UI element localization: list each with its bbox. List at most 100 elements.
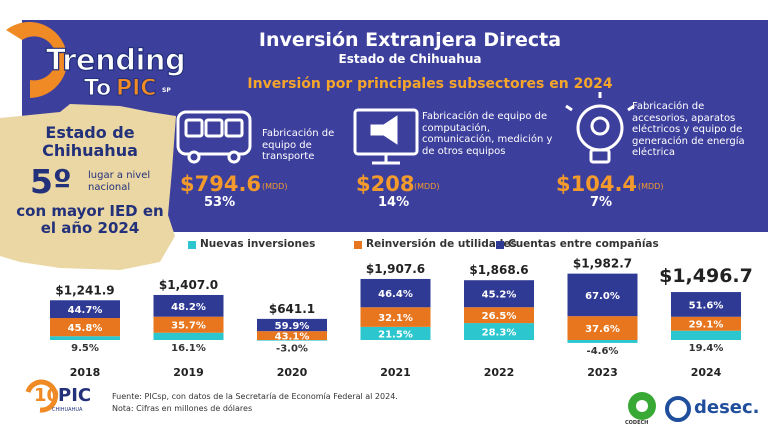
section-title: Inversión por principales subsectores en… xyxy=(247,76,613,92)
logo-pic: PIC xyxy=(115,75,157,101)
subsector-name: Fabricación de equipo de computación, co… xyxy=(422,111,553,157)
x-tick-label: 2021 xyxy=(380,366,411,379)
subsector-unit: (MDD) xyxy=(414,182,440,191)
subsector-share: 7% xyxy=(590,195,613,210)
logo-codech: CODECH xyxy=(625,420,649,426)
segment-label: 28.3% xyxy=(482,328,517,339)
bar-segment xyxy=(153,332,224,340)
segment-label: 59.9% xyxy=(275,321,310,332)
chart: 9.5% 45.8% 44.7% $1,241.9 2018 16.1% 35.7% 48.2… xyxy=(50,257,753,379)
bar-segment xyxy=(153,294,224,317)
logo-sp: SP xyxy=(162,87,171,94)
logo-left-number: 10 xyxy=(34,385,60,406)
subsector-unit: (MDD) xyxy=(638,182,664,191)
segment-label: 21.5% xyxy=(378,329,413,340)
x-tick-label: 2024 xyxy=(691,366,722,379)
logo-left-arc xyxy=(25,379,58,413)
total-label: $1,982.7 xyxy=(573,257,632,271)
segment-label: 51.6% xyxy=(689,300,724,311)
logo-line1: Trending xyxy=(45,43,186,78)
bar-segment xyxy=(464,307,534,324)
subsector-unit: (MDD) xyxy=(262,182,288,191)
total-label: $1,907.6 xyxy=(366,262,425,276)
legend-swatch xyxy=(496,241,504,249)
legend-swatch xyxy=(188,241,196,249)
icon-bulb xyxy=(565,92,635,164)
bar-segment xyxy=(50,336,120,340)
segment-label: 16.1% xyxy=(171,343,206,354)
logo-arc xyxy=(6,22,68,99)
bar-segment xyxy=(567,340,638,343)
x-tick-label: 2018 xyxy=(70,366,101,379)
total-label: $1,868.6 xyxy=(469,263,528,277)
x-tick-label: 2019 xyxy=(173,366,204,379)
legend-label: Cuentas entre compañías xyxy=(508,238,659,250)
bar-segment xyxy=(153,316,224,333)
segment-label: 9.5% xyxy=(71,343,99,354)
segment-label: 45.8% xyxy=(68,323,103,334)
bar-segment xyxy=(671,292,741,317)
state-map xyxy=(0,104,176,270)
bar-segment xyxy=(671,316,741,331)
segment-label: 44.7% xyxy=(68,305,103,316)
bar-segment xyxy=(360,326,431,340)
subsector-share: 53% xyxy=(204,195,236,210)
subtitle: Estado de Chihuahua xyxy=(338,52,482,66)
bar-segment xyxy=(567,316,638,340)
subsector-name: Fabricación de equipo de transporte xyxy=(262,128,335,162)
segment-label: 35.7% xyxy=(171,321,206,332)
total-label: $1,496.7 xyxy=(659,265,753,287)
segment-label: -3.0% xyxy=(276,344,308,355)
segment-label: 37.6% xyxy=(585,324,620,335)
x-tick-label: 2020 xyxy=(277,366,308,379)
total-label: $641.1 xyxy=(269,302,315,316)
legend-label: Nuevas inversiones xyxy=(200,238,316,250)
segment-label: 46.4% xyxy=(378,289,413,300)
bar-segment xyxy=(257,331,327,340)
legend-swatch xyxy=(354,241,362,249)
segment-label: -4.6% xyxy=(587,346,619,357)
segment-label: 45.2% xyxy=(482,290,517,301)
state-name: Estado de Chihuahua xyxy=(42,123,138,161)
caption: con mayor IED en el año 2024 xyxy=(16,202,164,238)
subsector-value: $794.6 xyxy=(180,172,262,196)
segment-label: 48.2% xyxy=(171,302,206,313)
bar-segment xyxy=(464,323,534,340)
logo-desec: desec. xyxy=(694,397,760,418)
subsector-share: 14% xyxy=(378,195,410,210)
logo-to: To xyxy=(83,75,112,101)
source: Fuente: PICsp, con datos de la Secretarí… xyxy=(112,392,398,401)
icon-bus xyxy=(176,110,252,164)
title: Inversión Extranjera Directa xyxy=(258,29,562,51)
segment-label: 32.1% xyxy=(378,313,413,324)
subsector-name: Fabricación de accesorios, aparatos eléc… xyxy=(632,101,745,158)
segment-label: 19.4% xyxy=(689,343,724,354)
total-label: $1,407.0 xyxy=(159,278,218,292)
segment-label: 67.0% xyxy=(585,291,620,302)
x-tick-label: 2023 xyxy=(587,366,618,379)
bar-segment xyxy=(567,273,638,317)
icon-monitor xyxy=(353,108,419,165)
bar-segment xyxy=(464,280,534,308)
bar-segment xyxy=(50,318,120,337)
segment-label: 29.1% xyxy=(689,320,724,331)
subsector-value: $104.4 xyxy=(556,172,638,196)
segment-label: 43.1% xyxy=(275,332,310,343)
x-tick-label: 2022 xyxy=(484,366,515,379)
rank: 5º xyxy=(30,162,72,201)
bar-segment xyxy=(257,318,327,332)
rank-note: lugar a nivel nacional xyxy=(88,170,151,193)
segment-label: 26.5% xyxy=(482,311,517,322)
bar-segment xyxy=(671,330,741,340)
bar-segment xyxy=(50,300,120,319)
bar-segment xyxy=(360,307,431,327)
logo-left-name: PIC xyxy=(58,385,92,406)
logo-codech-hole xyxy=(636,400,648,412)
logo-left-place: CHIHUAHUA xyxy=(52,407,83,413)
bar-segment xyxy=(257,340,327,341)
note: Nota: Cifras en millones de dólares xyxy=(112,404,253,413)
total-label: $1,241.9 xyxy=(55,283,114,297)
legend-label: Reinversión de utilidades xyxy=(366,238,517,250)
